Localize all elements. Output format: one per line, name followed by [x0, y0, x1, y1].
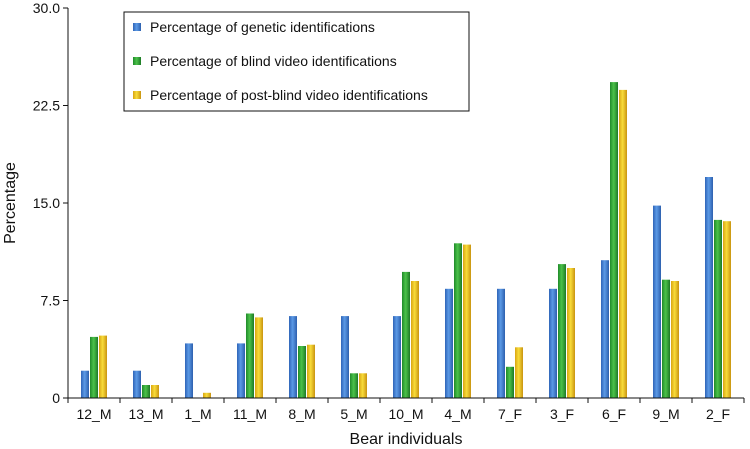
bar-13-m-series-3 [151, 385, 159, 398]
y-axis-title: Percentage [2, 162, 19, 244]
x-ticks-group: 12_M 13_M 1_M 11_M 8_M 5_M 10_M 4_M 7_F 3_F 6_F 9_M… [67, 398, 745, 422]
bar-3-f-series-2 [558, 264, 566, 398]
bar-1-m-series-3 [203, 392, 211, 398]
bar-7-f-series-3 [515, 347, 523, 398]
bar-3-f-series-3 [567, 268, 575, 398]
legend-swatch-series-3 [133, 91, 141, 99]
x-tick-label: 5_M [340, 406, 367, 422]
x-axis-title: Bear individuals [350, 431, 463, 448]
bar-5-m-series-1 [341, 316, 349, 398]
x-tick-label: 10_M [388, 406, 423, 422]
bar-3-f-series-1 [549, 288, 557, 398]
y-tick-label: 0 [52, 390, 60, 406]
legend-label-series-3: Percentage of post-blind video identific… [150, 87, 428, 103]
bar-7-f-series-2 [506, 366, 514, 398]
bar-6-f-series-2 [610, 82, 618, 398]
bar-11-m-series-3 [255, 317, 263, 398]
bar-10-m-series-3 [411, 281, 419, 398]
x-tick-label: 8_M [288, 406, 315, 422]
bar-4-m-series-2 [454, 243, 462, 398]
x-tick-label: 3_F [550, 406, 574, 422]
bar-2-f-series-2 [714, 219, 722, 398]
legend: Percentage of genetic identifications Per… [123, 11, 470, 112]
y-tick-label: 30.0 [33, 0, 60, 16]
x-tick-label: 7_F [498, 406, 522, 422]
legend-swatch-series-1 [133, 23, 141, 31]
x-tick-label: 2_F [706, 406, 730, 422]
bar-11-m-series-1 [237, 343, 245, 398]
bar-8-m-series-3 [307, 344, 315, 398]
bar-9-m-series-1 [653, 205, 661, 398]
bar-10-m-series-1 [393, 316, 401, 398]
legend-label-series-1: Percentage of genetic identifications [150, 19, 375, 35]
bar-5-m-series-3 [359, 373, 367, 398]
bar-10-m-series-2 [402, 271, 410, 398]
bar-2-f-series-3 [723, 221, 731, 398]
bar-1-m-series-1 [185, 343, 193, 398]
x-tick-label: 4_M [444, 406, 471, 422]
legend-box [123, 11, 470, 112]
bar-6-f-series-3 [619, 89, 627, 399]
bar-11-m-series-2 [246, 313, 254, 398]
bar-6-f-series-1 [601, 260, 609, 398]
bar-5-m-series-2 [350, 373, 358, 398]
x-tick-label: 13_M [128, 406, 163, 422]
bar-12-m-series-2 [90, 336, 98, 398]
x-tick-label: 6_F [602, 406, 626, 422]
legend-swatch-series-2 [133, 57, 141, 65]
y-tick-label: 15.0 [33, 195, 60, 211]
bar-13-m-series-1 [133, 370, 141, 398]
x-tick-label: 12_M [76, 406, 111, 422]
bar-4-m-series-3 [463, 244, 471, 398]
bar-12-m-series-3 [99, 335, 107, 398]
bar-8-m-series-1 [289, 316, 297, 398]
bar-9-m-series-2 [662, 279, 670, 398]
bar-4-m-series-1 [445, 288, 453, 398]
y-tick-label: 7.5 [41, 293, 61, 309]
legend-label-series-2: Percentage of blind video identification… [150, 53, 397, 69]
bar-7-f-series-1 [497, 288, 505, 398]
bar-9-m-series-3 [671, 281, 679, 398]
bar-2-f-series-1 [705, 177, 713, 398]
bar-12-m-series-1 [81, 370, 89, 398]
bar-13-m-series-2 [142, 385, 150, 398]
y-tick-label: 22.5 [33, 98, 60, 114]
bars-group [81, 82, 731, 399]
x-tick-label: 11_M [233, 406, 267, 422]
x-tick-label: 9_M [652, 406, 679, 422]
x-tick-label: 1_M [184, 406, 211, 422]
bar-8-m-series-2 [298, 346, 306, 398]
y-ticks-group: 0 7.5 15.0 22.5 30.0 [33, 0, 68, 406]
